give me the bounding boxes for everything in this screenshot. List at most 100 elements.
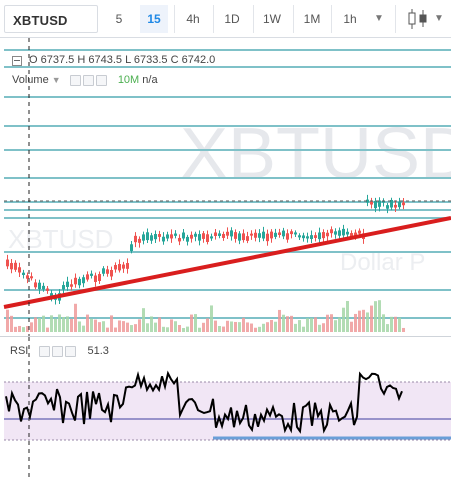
timeframe-1w[interactable]: 1W xyxy=(263,12,281,26)
timeframe-5[interactable]: 5 xyxy=(115,12,123,26)
volume-bar xyxy=(94,319,97,332)
candle-body xyxy=(374,200,377,209)
volume-bar xyxy=(150,316,153,332)
candle-body xyxy=(154,234,157,240)
candle-body xyxy=(186,236,189,242)
symbol-label: XBTUSD xyxy=(13,13,68,28)
volume-bar xyxy=(334,320,337,332)
rsi-chart[interactable] xyxy=(0,337,451,480)
volume-bar xyxy=(374,301,377,332)
volume-bar xyxy=(350,321,353,332)
candle-body xyxy=(94,275,97,282)
collapse-toggle[interactable] xyxy=(12,56,22,66)
volume-bar xyxy=(54,318,57,332)
timeframe-1h[interactable]: 1h xyxy=(343,12,357,26)
timeframe-1m[interactable]: 1M xyxy=(303,12,321,26)
candle-body xyxy=(118,264,121,271)
volume-bar xyxy=(86,314,89,332)
volume-bar xyxy=(26,326,29,332)
candle-body xyxy=(42,285,45,290)
volume-bar xyxy=(194,314,197,332)
close-value: 6742.0 xyxy=(181,54,216,66)
open-value: 6737.5 xyxy=(40,54,75,66)
candle-body xyxy=(358,230,361,234)
settings-icon[interactable] xyxy=(82,74,94,86)
candle-body xyxy=(150,235,153,241)
pane-divider[interactable] xyxy=(0,336,451,337)
volume-period: 10M xyxy=(117,74,140,86)
candle-body xyxy=(326,232,329,237)
candle-body xyxy=(366,199,369,203)
candle-body xyxy=(134,235,137,243)
more-timeframes-chevron-down-icon[interactable]: ▼ xyxy=(374,13,384,24)
volume-bar xyxy=(46,327,49,332)
candle-body xyxy=(126,263,129,269)
timeframe-1d[interactable]: 1D xyxy=(224,12,240,26)
candle-body xyxy=(82,277,85,284)
volume-bar xyxy=(362,309,365,332)
candle-body xyxy=(250,233,253,236)
candle-body xyxy=(30,276,33,279)
volume-value: n/a xyxy=(142,74,158,86)
candle-body xyxy=(10,263,13,270)
volume-bar xyxy=(294,323,297,332)
eye-icon[interactable] xyxy=(39,345,51,357)
candle-body xyxy=(62,285,65,290)
chart-type-chevron-down-icon[interactable]: ▼ xyxy=(434,13,444,24)
candle-body xyxy=(334,231,337,235)
settings-icon[interactable] xyxy=(52,345,64,357)
candle-body xyxy=(342,228,345,236)
candle-body xyxy=(6,259,9,267)
volume-bar xyxy=(282,314,285,332)
timeframe-4h[interactable]: 4h xyxy=(186,12,200,26)
volume-bar xyxy=(286,316,289,332)
volume-bar xyxy=(190,314,193,332)
candle-body xyxy=(306,236,309,239)
symbol-watermark-sub: XBTUSD xyxy=(8,224,113,254)
volume-bar xyxy=(154,322,157,332)
candle-body xyxy=(18,267,21,273)
volume-bar xyxy=(218,325,221,332)
rsi-label: RSI xyxy=(10,345,29,357)
close-icon[interactable] xyxy=(95,74,107,86)
candle-body xyxy=(302,235,305,239)
price-chart[interactable]: XBTUSD XBTUSD Dollar P xyxy=(0,38,451,336)
timeframe-15[interactable]: 15 xyxy=(140,5,168,33)
candle-body xyxy=(226,231,229,236)
volume-bar xyxy=(210,305,213,332)
rsi-band xyxy=(4,382,451,440)
volume-bar xyxy=(170,319,173,332)
candle-body xyxy=(114,265,117,270)
eye-icon[interactable] xyxy=(69,74,81,86)
volume-label[interactable]: Volume xyxy=(12,74,49,86)
candle-body xyxy=(206,234,209,242)
rsi-pane[interactable]: RSI 51.3 xyxy=(0,337,451,480)
volume-bar xyxy=(318,324,321,332)
trend-line[interactable] xyxy=(3,216,451,309)
volume-bar xyxy=(394,316,397,332)
volume-chevron-down-icon[interactable]: ▼ xyxy=(51,75,61,85)
volume-bar xyxy=(142,308,145,332)
price-pane[interactable]: XBTUSD XBTUSD Dollar P O 6737.5 H 6743.5… xyxy=(0,38,451,336)
volume-bar xyxy=(398,317,401,332)
candle-body xyxy=(202,233,205,239)
volume-bar xyxy=(34,317,37,332)
volume-bar xyxy=(222,326,225,332)
candle-body xyxy=(78,278,81,286)
volume-bar xyxy=(354,313,357,332)
volume-bar xyxy=(382,314,385,332)
volume-bar xyxy=(10,315,13,332)
close-icon[interactable] xyxy=(65,345,77,357)
volume-bar xyxy=(214,320,217,332)
candle-body xyxy=(310,235,313,239)
candle-body xyxy=(106,269,109,274)
volume-bar xyxy=(206,318,209,332)
volume-bar xyxy=(250,323,253,332)
candle-body xyxy=(170,234,173,239)
ohlc-legend: O 6737.5 H 6743.5 L 6733.5 C 6742.0 xyxy=(29,54,215,66)
volume-bar xyxy=(50,315,53,332)
volume-bar xyxy=(370,305,373,332)
symbol-search-box[interactable]: XBTUSD xyxy=(4,5,98,33)
candle-body xyxy=(338,230,341,236)
candlestick-icon[interactable] xyxy=(405,7,431,31)
